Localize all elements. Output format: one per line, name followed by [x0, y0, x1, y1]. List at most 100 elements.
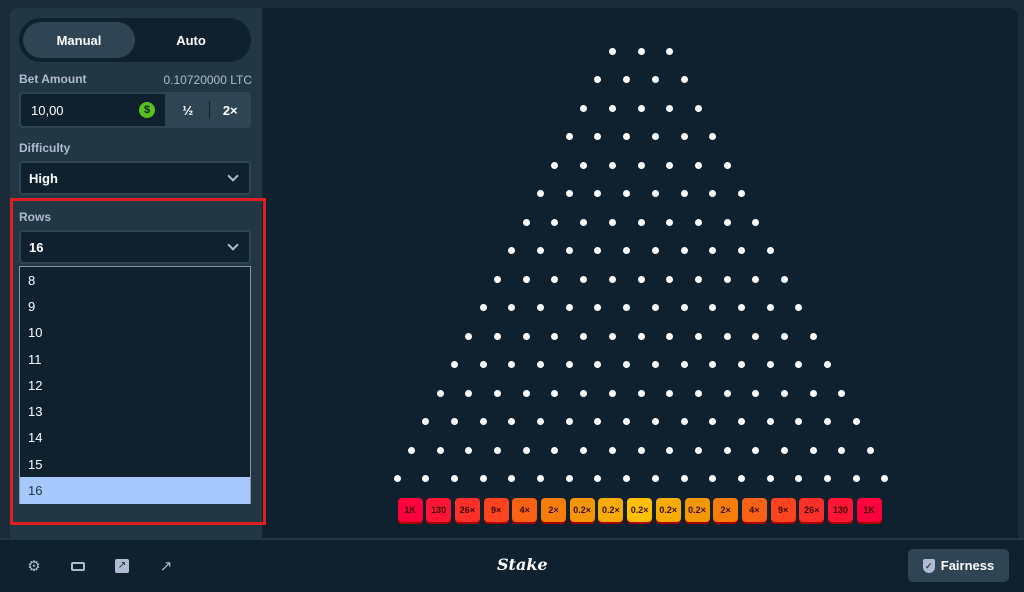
- peg: [694, 161, 702, 169]
- peg: [551, 446, 559, 454]
- peg: [694, 446, 702, 454]
- peg: [766, 247, 774, 254]
- rows-option[interactable]: 12: [28, 377, 43, 393]
- peg: [709, 247, 717, 254]
- tab-auto[interactable]: Auto: [176, 32, 206, 48]
- peg: [737, 247, 745, 254]
- popout-icon[interactable]: ↗: [159, 558, 173, 575]
- peg: [666, 275, 674, 283]
- bet-amount-input[interactable]: 10,00 $: [19, 92, 167, 128]
- peg: [594, 133, 602, 140]
- currency-icon: $: [139, 102, 155, 118]
- live-stats-icon[interactable]: ↗: [113, 557, 131, 575]
- peg: [494, 446, 501, 454]
- peg: [450, 475, 458, 482]
- peg: [580, 446, 588, 454]
- rows-label: Rows: [19, 210, 52, 224]
- peg: [666, 446, 674, 454]
- peg: [781, 446, 788, 454]
- peg: [594, 190, 602, 197]
- peg: [694, 275, 702, 283]
- bet-amount-label: Bet Amount: [19, 72, 87, 86]
- peg: [680, 190, 688, 197]
- peg: [637, 389, 645, 397]
- theatre-mode-icon[interactable]: [69, 557, 87, 575]
- peg: [565, 190, 573, 197]
- multiplier-bucket: 4×: [741, 498, 767, 522]
- peg: [580, 104, 588, 112]
- peg: [666, 332, 674, 340]
- rows-option[interactable]: 11: [28, 351, 42, 367]
- footer-bar: [0, 538, 1024, 592]
- peg: [766, 475, 774, 482]
- peg: [723, 161, 731, 169]
- rows-option[interactable]: 15: [28, 456, 43, 472]
- rows-option[interactable]: 16: [20, 477, 250, 504]
- peg: [680, 76, 688, 83]
- peg: [565, 361, 573, 368]
- peg: [537, 247, 545, 254]
- peg: [508, 418, 516, 425]
- peg: [551, 275, 559, 283]
- peg: [651, 247, 659, 254]
- multiplier-bucket: 9×: [770, 498, 796, 522]
- peg: [623, 361, 631, 368]
- double-bet-button[interactable]: 2×: [222, 102, 238, 118]
- peg: [752, 332, 760, 340]
- rows-option[interactable]: 10: [28, 325, 43, 341]
- peg: [551, 218, 559, 226]
- multiplier-bucket: 1K: [397, 498, 423, 522]
- peg: [623, 76, 631, 83]
- peg: [551, 389, 559, 397]
- peg: [580, 161, 588, 169]
- half-bet-button[interactable]: ½: [182, 102, 194, 118]
- peg: [637, 275, 645, 283]
- tab-manual[interactable]: Manual: [23, 22, 135, 58]
- peg: [508, 361, 516, 368]
- divider: [208, 101, 210, 119]
- fairness-button[interactable]: ✓ Fairness: [908, 549, 1009, 582]
- peg: [680, 475, 688, 482]
- peg: [465, 389, 473, 397]
- peg: [580, 332, 588, 340]
- peg: [680, 418, 688, 425]
- peg: [637, 47, 645, 55]
- peg: [723, 389, 731, 397]
- peg: [709, 418, 717, 425]
- peg: [809, 446, 817, 454]
- peg: [436, 446, 444, 454]
- peg: [623, 304, 631, 311]
- rows-option[interactable]: 13: [28, 404, 43, 420]
- peg: [723, 446, 731, 454]
- peg: [479, 475, 487, 482]
- peg: [436, 389, 444, 397]
- peg: [522, 218, 530, 226]
- peg: [723, 275, 731, 283]
- peg: [709, 190, 717, 197]
- peg: [709, 304, 717, 311]
- settings-gear-icon[interactable]: ⚙: [27, 558, 41, 575]
- rows-select[interactable]: 16: [19, 230, 251, 264]
- rows-option[interactable]: 14: [28, 430, 43, 446]
- peg: [393, 475, 401, 482]
- peg: [666, 389, 674, 397]
- rows-value: 16: [29, 239, 44, 255]
- rows-option[interactable]: 8: [28, 272, 36, 288]
- difficulty-select[interactable]: High: [19, 161, 251, 195]
- peg: [838, 389, 846, 397]
- peg: [737, 475, 745, 482]
- peg: [766, 418, 774, 425]
- peg: [795, 361, 803, 368]
- peg: [594, 475, 602, 482]
- peg: [709, 361, 717, 368]
- peg: [680, 133, 688, 140]
- multiplier-bucket: 0.2×: [684, 498, 710, 522]
- peg: [651, 475, 659, 482]
- rows-option[interactable]: 9: [28, 298, 36, 314]
- peg: [565, 304, 573, 311]
- peg: [565, 133, 573, 140]
- peg: [479, 418, 487, 425]
- peg: [781, 275, 788, 283]
- peg: [795, 304, 803, 311]
- multiplier-bucket: 4×: [512, 498, 538, 522]
